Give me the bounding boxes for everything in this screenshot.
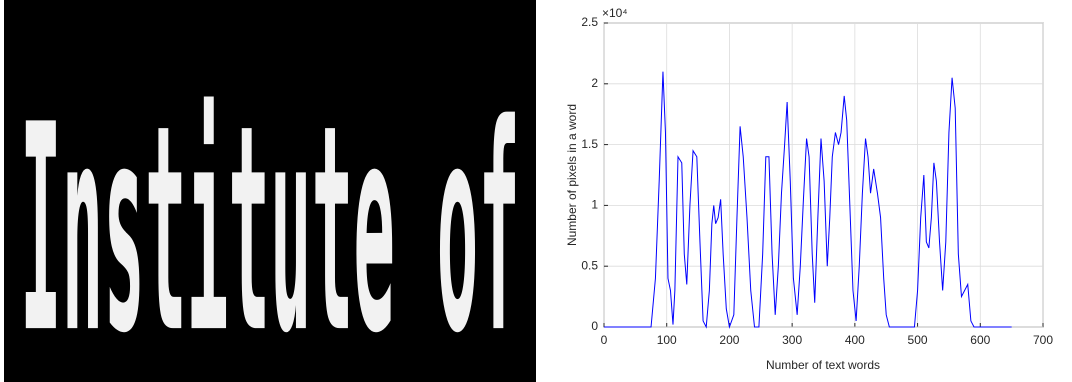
x-tick-label: 0 [601,333,608,347]
x-axis-label: Number of text words [766,358,880,372]
figure: Institute of ×10⁴ Number of text words N… [0,0,1072,382]
y-tick-label: 2 [591,76,598,90]
y-axis-label: Number of pixels in a word [565,104,579,246]
x-tick-label: 200 [719,333,739,347]
y-tick-label: 0.5 [581,258,598,272]
page: Institute of ×10⁴ Number of text words N… [0,0,1072,382]
y-tick-label: 0 [591,319,598,333]
y-tick-label: 1 [591,198,598,212]
image-text: Institute of [20,64,520,382]
x-tick-label: 600 [970,333,990,347]
y-exponent: ×10⁴ [602,6,628,20]
x-tick-label: 700 [1033,333,1053,347]
x-tick-label: 500 [908,333,928,347]
x-tick-label: 400 [845,333,865,347]
x-tick-label: 300 [782,333,802,347]
y-tick-label: 2.5 [581,15,598,29]
x-tick-label: 100 [657,333,677,347]
y-tick-label: 1.5 [581,137,598,151]
